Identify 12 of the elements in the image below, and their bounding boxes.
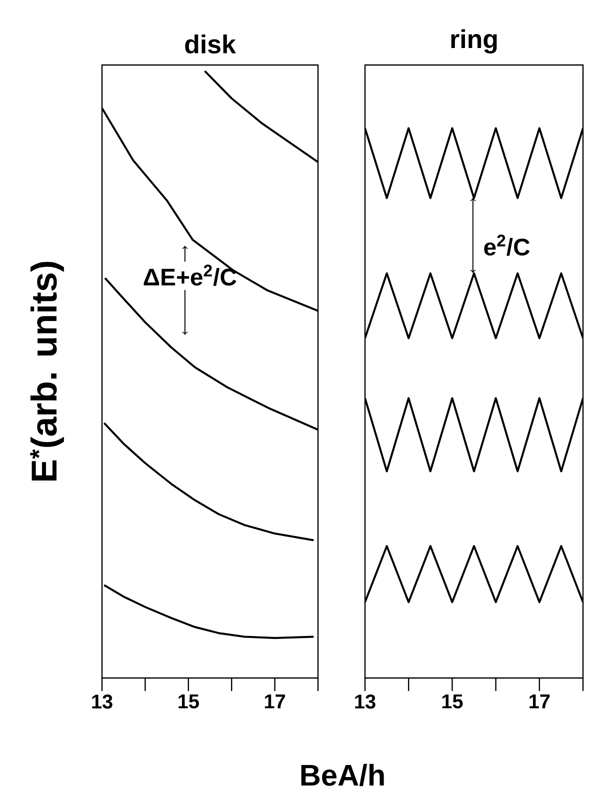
x-axis-title: BeA/h (301, 764, 384, 786)
y-axis-title: E$^{*}$(arb. units) (30, 262, 64, 480)
annotation: e$^{2}$/C (484, 234, 530, 256)
x-tick-label: 17 (530, 694, 550, 708)
chart-title: disk (185, 34, 236, 54)
x-tick-label: 13 (355, 694, 376, 709)
chart-title: ring (451, 29, 497, 54)
x-tick-label: 17 (264, 694, 285, 708)
x-tick-label: 15 (178, 694, 199, 708)
annotation: ΔE+e$^{2}$/C (144, 264, 236, 286)
x-tick-label: 13 (92, 694, 112, 709)
x-tick-label: 15 (442, 694, 463, 708)
